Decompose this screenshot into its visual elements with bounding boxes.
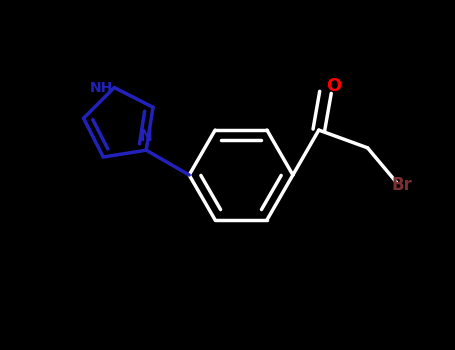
Text: O: O [326,77,341,95]
Text: N: N [140,129,152,144]
Text: Br: Br [391,176,412,194]
Text: NH: NH [90,80,113,94]
